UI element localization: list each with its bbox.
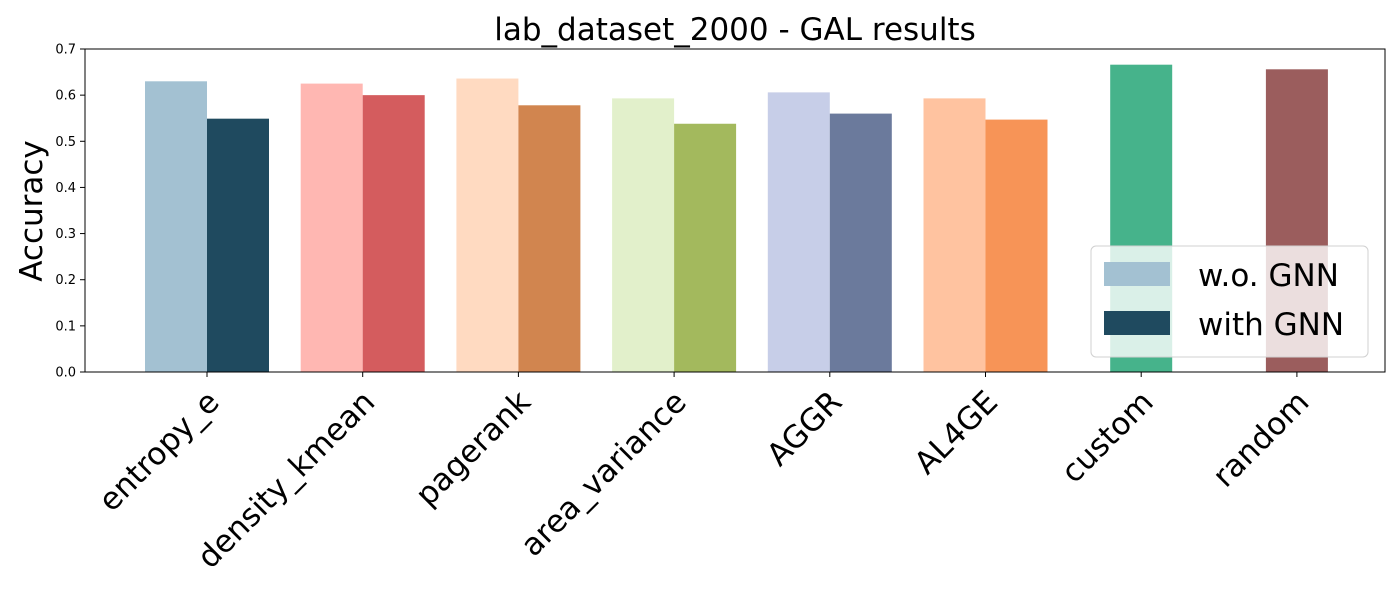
legend-label-with-gnn: with GNN	[1198, 307, 1344, 343]
y-tick-label: 0.0	[55, 366, 76, 381]
bar-entropy-e-with-gnn	[207, 118, 269, 372]
bar-pagerank-w-o-gnn	[456, 78, 519, 372]
chart-title: lab_dataset_2000 - GAL results	[494, 12, 975, 48]
y-tick-label: 0.2	[55, 273, 76, 288]
y-tick-label: 0.6	[55, 89, 76, 104]
x-tick-label: pagerank	[409, 384, 538, 513]
legend-swatch-with-gnn	[1104, 311, 1170, 335]
plot-frame	[84, 48, 1386, 373]
bar-al4ge-w-o-gnn	[923, 98, 986, 372]
y-tick-label: 0.5	[55, 135, 76, 150]
x-tick-label: random	[1206, 384, 1316, 494]
bar-density-kmean-w-o-gnn	[300, 83, 363, 372]
x-tick-label: AL4GE	[908, 384, 1005, 481]
bar-area-variance-w-o-gnn	[612, 98, 675, 372]
bar-area-variance-with-gnn	[674, 123, 737, 372]
y-axis-label: Accuracy	[14, 140, 50, 282]
legend: w.o. GNN with GNN	[1090, 245, 1369, 358]
x-tick-label: custom	[1055, 384, 1161, 490]
y-tick-label: 0.3	[55, 227, 76, 242]
bar-al4ge-with-gnn	[985, 119, 1048, 372]
bar-pagerank-with-gnn	[518, 105, 581, 373]
legend-label-wo-gnn: w.o. GNN	[1198, 258, 1339, 294]
y-tick-label: 0.7	[55, 43, 76, 58]
x-tick-label: AGGR	[760, 384, 849, 473]
bar-density-kmean-with-gnn	[362, 95, 425, 373]
y-tick-label: 0.4	[55, 181, 76, 196]
bar-aggr-with-gnn	[829, 113, 892, 372]
x-tick-label: entropy_e	[92, 384, 227, 519]
y-axis: 0.0 0.1 0.2 0.3 0.4 0.5 0.6 0.7	[55, 43, 85, 381]
y-tick-label: 0.1	[55, 319, 76, 334]
legend-swatch-wo-gnn	[1104, 262, 1170, 286]
x-tick-label: area_variance	[514, 384, 694, 564]
bar-aggr-w-o-gnn	[767, 92, 830, 373]
bar-entropy-e-w-o-gnn	[145, 81, 207, 373]
